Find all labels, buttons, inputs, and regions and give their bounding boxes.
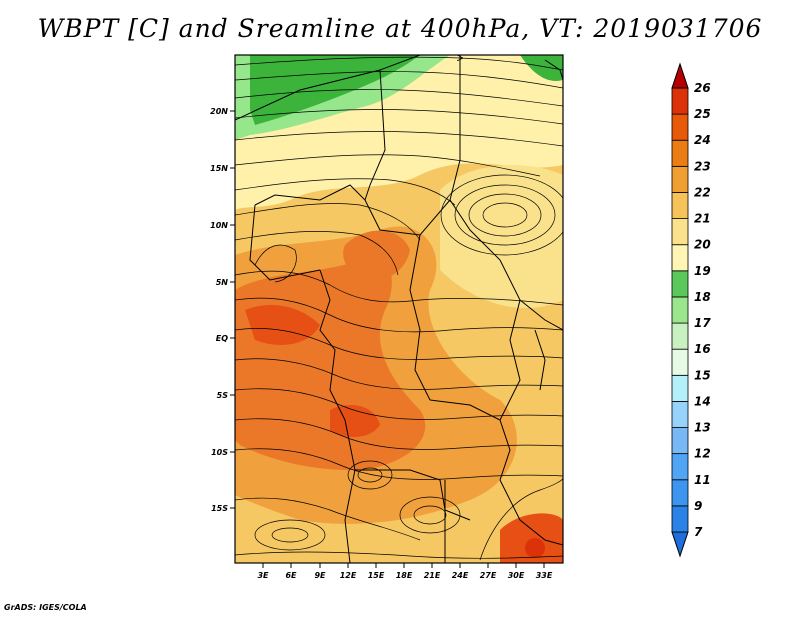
lon-tick-label: 6E [285, 571, 297, 580]
colorbar-label: 23 [694, 159, 711, 173]
colorbar-swatch [671, 270, 689, 298]
plot-frame [234, 54, 564, 564]
colorbar-label: 14 [694, 394, 711, 408]
lon-tick-label: 9E [314, 571, 326, 580]
lat-tick-label: 5N [216, 278, 229, 287]
colorbar: 7 9 11 12 13 14 15 16 17 18 19 20 21 22 23 24 25 26 [671, 62, 711, 558]
colorbar-label: 20 [694, 238, 711, 252]
field-red-se [500, 513, 563, 563]
lon-tick-label: 30E [508, 571, 525, 580]
lon-tick-label: 3E [257, 571, 269, 580]
colorbar-swatch [671, 479, 689, 507]
lat-tick-label: 10N [210, 221, 228, 230]
lat-tick-label: 15N [210, 164, 228, 173]
colorbar-label: 16 [694, 342, 711, 356]
colorbar-max-triangle [671, 62, 689, 89]
colorbar-label: 22 [694, 185, 711, 199]
lon-tick-label: 27E [480, 571, 497, 580]
colorbar-min-triangle [671, 531, 689, 558]
colorbar-swatch [671, 165, 689, 193]
lon-tick-label: 21E [424, 571, 441, 580]
lat-tick-label: 5S [217, 391, 229, 400]
shaded-field [235, 55, 563, 563]
streamlines [235, 57, 563, 561]
colorbar-label: 26 [694, 81, 711, 95]
colorbar-label: 7 [694, 525, 703, 539]
colorbar-label: 11 [694, 473, 711, 487]
colorbar-swatch [671, 296, 689, 324]
colorbar-label: 25 [694, 107, 711, 121]
lon-tick-label: 18E [396, 571, 413, 580]
country-borders [235, 55, 563, 563]
lon-tick-marks [262, 563, 545, 568]
colorbar-swatch [671, 192, 689, 219]
lat-tick-label: 10S [211, 448, 228, 457]
lat-tick-label: EQ [216, 334, 228, 343]
colorbar-swatch [671, 87, 689, 115]
footer-credit: GrADS: IGES/COLA [4, 603, 87, 612]
colorbar-swatch [671, 218, 689, 246]
colorbar-label: 24 [694, 133, 711, 147]
lat-tick-marks [230, 110, 235, 509]
lon-tick-label: 15E [368, 571, 385, 580]
colorbar-swatch [671, 139, 689, 167]
colorbar-swatch [671, 427, 689, 455]
lat-tick-label: 15S [211, 504, 228, 513]
field-green-ne [520, 55, 563, 81]
colorbar-swatch [671, 374, 689, 402]
colorbar-label: 17 [694, 316, 711, 330]
lon-tick-label: 12E [340, 571, 357, 580]
colorbar-label: 18 [694, 290, 711, 304]
colorbar-swatch [671, 244, 689, 272]
colorbar-swatch [671, 348, 689, 376]
colorbar-swatch [671, 322, 689, 350]
lat-tick-label: 20N [210, 107, 228, 116]
colorbar-label: 9 [694, 499, 702, 513]
colorbar-label: 13 [694, 421, 711, 435]
colorbar-swatch [671, 453, 689, 481]
plot-title: WBPT [C] and Sreamline at 400hPa, VT: 20… [37, 14, 763, 43]
field-red-patch-2 [330, 405, 380, 437]
colorbar-label: 12 [694, 447, 711, 461]
colorbar-label: 15 [694, 368, 711, 382]
colorbar-label: 21 [694, 212, 711, 226]
field-orange-dark-north [343, 230, 410, 282]
lon-tick-label: 33E [536, 571, 553, 580]
colorbar-swatch [671, 401, 689, 428]
colorbar-swatch [671, 113, 689, 141]
lon-tick-label: 24E [452, 571, 469, 580]
field-red-core [525, 538, 545, 558]
colorbar-swatch [671, 505, 689, 533]
colorbar-label: 19 [694, 264, 711, 278]
